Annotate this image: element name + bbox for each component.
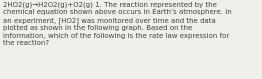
Text: 2HO2(g)→H2O2(g)+O2(g) 1. The reaction represented by the
chemical equation shown: 2HO2(g)→H2O2(g)+O2(g) 1. The reaction re… [3, 1, 232, 46]
